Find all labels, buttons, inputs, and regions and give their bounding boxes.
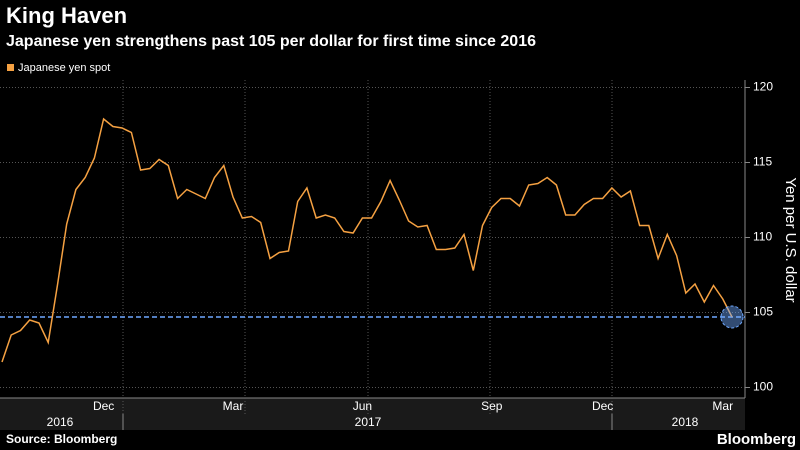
series-line bbox=[1, 117, 733, 363]
x-tick-label: Dec bbox=[93, 399, 114, 413]
source: Source: Bloomberg bbox=[6, 432, 117, 446]
y-tick-label: 110 bbox=[753, 230, 772, 244]
x-tick-label: Sep bbox=[481, 399, 503, 413]
x-tick-label: Mar bbox=[223, 399, 244, 413]
brand: Bloomberg bbox=[717, 431, 796, 448]
year-label: 2017 bbox=[355, 415, 382, 429]
chart-subtitle: Japanese yen strengthens past 105 per do… bbox=[6, 33, 536, 50]
y-axis-label: Yen per U.S. dollar bbox=[782, 177, 799, 302]
legend-swatch bbox=[7, 64, 14, 71]
x-axis-band bbox=[0, 398, 745, 430]
highlight-circle bbox=[720, 305, 744, 329]
y-tick-label: 100 bbox=[753, 380, 773, 394]
y-tick-label: 115 bbox=[753, 155, 772, 169]
x-tick-label: Jun bbox=[353, 399, 372, 413]
chart-title: King Haven bbox=[6, 3, 127, 28]
x-tick-label: Dec bbox=[592, 399, 613, 413]
legend-label: Japanese yen spot bbox=[18, 62, 110, 74]
x-tick-label: Mar bbox=[712, 399, 733, 413]
year-label: 2018 bbox=[672, 415, 699, 429]
y-tick-label: 105 bbox=[753, 305, 773, 319]
y-tick-label: 120 bbox=[753, 80, 773, 94]
year-label: 2016 bbox=[47, 415, 74, 429]
